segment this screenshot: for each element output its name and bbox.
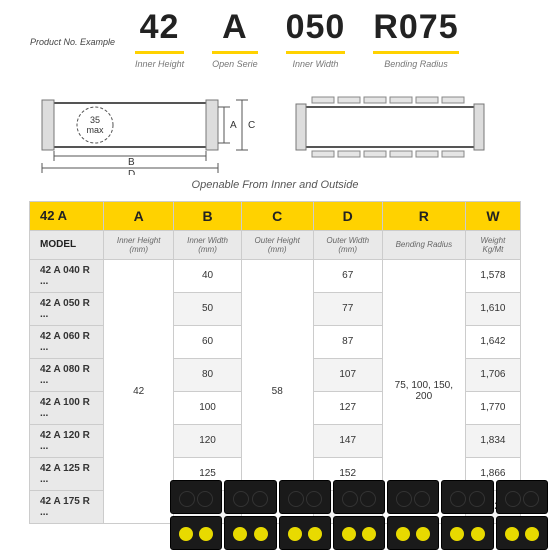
code-group: 42 Inner Height A Open Serie 050 Inner W… bbox=[135, 8, 459, 69]
code-inner-width: 050 Inner Width bbox=[286, 8, 346, 69]
svg-text:C: C bbox=[248, 120, 255, 131]
code-open-serie: A Open Serie bbox=[212, 8, 258, 69]
table-title: 42 A bbox=[30, 201, 104, 230]
svg-text:max: max bbox=[86, 125, 104, 135]
spec-table: 42 A A B C D R W MODEL Inner Height (mm)… bbox=[29, 201, 521, 524]
code-bending-radius: R075 Bending Radius bbox=[373, 8, 458, 69]
table-row: 42 A 040 R ...4240586775, 100, 150, 2001… bbox=[30, 259, 521, 292]
diagram-caption: Openable From Inner and Outside bbox=[0, 179, 550, 201]
side-section-diagram bbox=[290, 85, 520, 175]
svg-text:D: D bbox=[128, 169, 135, 175]
svg-text:35: 35 bbox=[90, 115, 100, 125]
product-photo bbox=[170, 480, 550, 550]
svg-text:A: A bbox=[230, 120, 237, 131]
code-inner-height: 42 Inner Height bbox=[135, 8, 184, 69]
product-code-header: Product No. Example 42 Inner Height A Op… bbox=[0, 0, 550, 75]
product-label: Product No. Example bbox=[30, 37, 115, 69]
svg-text:B: B bbox=[128, 157, 135, 168]
technical-diagrams: 35 max A C B D bbox=[0, 75, 550, 179]
cross-section-diagram: 35 max A C B D bbox=[30, 85, 260, 175]
